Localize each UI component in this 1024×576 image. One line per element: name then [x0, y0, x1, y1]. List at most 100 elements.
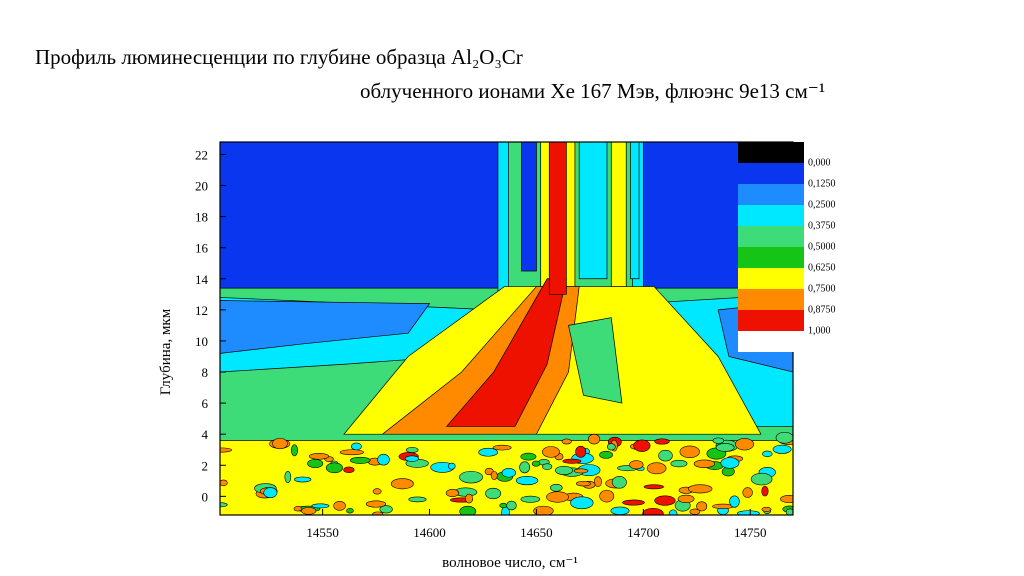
scale-label: 0,2500 — [808, 199, 836, 210]
scale-band — [738, 184, 804, 205]
contour-region — [521, 142, 537, 272]
contour-region — [365, 500, 387, 508]
contour-region — [642, 507, 664, 515]
contour-region — [301, 507, 317, 515]
scale-label: 0,1250 — [808, 178, 836, 189]
contour-region — [570, 496, 594, 510]
contour-region — [520, 495, 541, 503]
contour-region — [742, 487, 753, 498]
y-tick-label: 4 — [202, 427, 209, 442]
x-tick-label: 14600 — [413, 525, 446, 540]
contour-region — [715, 443, 735, 452]
contour-region — [307, 458, 324, 469]
contour-region — [735, 438, 754, 451]
contour-region — [542, 463, 553, 470]
scale-label: 0,7500 — [808, 283, 836, 294]
contour-region — [630, 142, 640, 280]
contour-region — [346, 508, 354, 514]
title: Профиль люминесценции по глубине образца… — [35, 45, 523, 69]
contour-region — [490, 471, 498, 481]
contour-region — [622, 499, 645, 506]
contour-region — [761, 485, 769, 497]
contour-region — [372, 511, 384, 515]
contour-region — [325, 462, 343, 474]
contour-region — [750, 472, 773, 486]
contour-region — [339, 449, 364, 456]
contour-region — [599, 489, 615, 503]
contour-region — [610, 506, 630, 515]
contour-region — [220, 447, 233, 453]
contour-region — [546, 491, 569, 503]
scale-band — [738, 289, 804, 310]
y-axis-label: Глубина, мкм — [158, 308, 174, 395]
contour-region — [294, 476, 312, 483]
contour-region — [448, 462, 456, 470]
contour-region — [548, 142, 567, 295]
contour-region — [533, 505, 554, 515]
scale-band — [738, 142, 804, 163]
contour-plot — [220, 142, 793, 515]
contour-region — [780, 495, 793, 504]
x-tick-label: 14550 — [306, 525, 339, 540]
contour-region — [658, 449, 673, 462]
y-tick-label: 20 — [195, 179, 208, 194]
contour-region — [611, 476, 627, 489]
y-tick-label: 14 — [195, 272, 209, 287]
contour-region — [405, 447, 419, 453]
contour-region — [587, 433, 601, 445]
contour-region — [379, 505, 393, 514]
x-tick-label: 14700 — [627, 525, 660, 540]
y-tick-label: 16 — [195, 241, 209, 256]
contour-region — [531, 460, 541, 467]
contour-region — [350, 442, 362, 451]
contour-region — [333, 500, 346, 511]
scale-band — [738, 331, 804, 352]
contour-region — [519, 461, 531, 474]
x-axis-label: волновое число, см⁻¹ — [442, 555, 578, 571]
contour-region — [712, 437, 725, 444]
contour-region — [377, 453, 390, 466]
contour-region — [643, 484, 664, 490]
y-tick-label: 18 — [195, 210, 208, 225]
contour-region — [220, 300, 431, 354]
scale-label: 0,6250 — [808, 262, 836, 273]
contour-region — [372, 488, 382, 495]
scale-band — [738, 226, 804, 247]
contour-region — [541, 446, 560, 458]
contour-region — [404, 455, 420, 462]
contour-region — [775, 431, 793, 444]
contour-region — [785, 508, 793, 515]
contour-region — [575, 445, 587, 458]
contour-region — [573, 468, 589, 474]
contour-region — [506, 500, 517, 511]
contour-region — [696, 501, 708, 512]
contour-region — [350, 456, 371, 464]
scale-label: 0,8750 — [808, 304, 836, 315]
y-tick-label: 2 — [202, 458, 209, 473]
contour-region — [390, 478, 414, 490]
contour-region — [220, 479, 228, 487]
contour-region — [311, 503, 330, 509]
x-tick-label: 14750 — [734, 525, 767, 540]
contour-region — [499, 502, 508, 509]
contour-region — [465, 493, 473, 504]
contour-region — [293, 506, 303, 512]
y-tick-label: 0 — [202, 489, 209, 504]
scale-band — [738, 268, 804, 289]
contour-region — [610, 142, 627, 287]
contour-region — [492, 444, 512, 451]
contour-region — [263, 487, 278, 499]
scale-label: 0,5000 — [808, 241, 836, 252]
y-tick-label: 6 — [202, 396, 209, 411]
contour-region — [501, 467, 517, 478]
contour-region — [485, 487, 502, 500]
contour-region — [646, 462, 667, 475]
contour-region — [772, 444, 792, 454]
contour-region — [284, 471, 292, 483]
contour-region — [593, 476, 602, 488]
scale-band — [738, 247, 804, 268]
contour-region — [736, 510, 760, 515]
scale-label: 0,3750 — [808, 220, 836, 231]
contour-region — [290, 444, 298, 457]
